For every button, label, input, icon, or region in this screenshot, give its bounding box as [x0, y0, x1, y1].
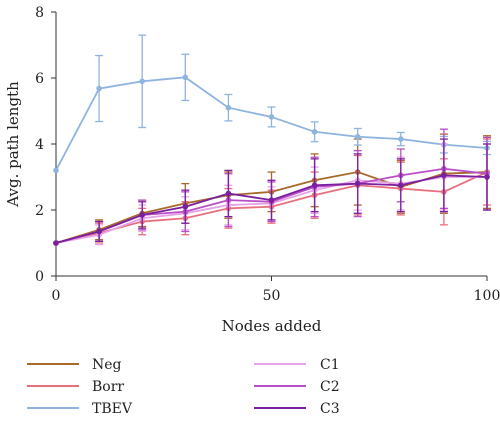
y-axis-title: Avg. path length [4, 81, 22, 208]
data-point [311, 182, 318, 189]
axes: 0 2 4 6 8 0 50 100 [35, 5, 500, 304]
data-point [225, 190, 232, 197]
data-point [96, 85, 102, 92]
data-point [182, 203, 189, 210]
data-point [225, 104, 232, 111]
legend-label: Neg [92, 357, 122, 373]
data-point [484, 174, 490, 180]
data-point [268, 114, 275, 120]
x-tick-label: 50 [263, 288, 281, 304]
data-point [139, 78, 145, 85]
data-point [354, 180, 361, 187]
data-point [182, 74, 189, 81]
x-tick-label: 0 [52, 288, 61, 304]
legend-item-tbev: TBEV [27, 401, 133, 417]
y-tick-label: 2 [35, 203, 44, 219]
legend-item-c3: C3 [254, 401, 340, 417]
legend-item-neg: Neg [27, 357, 122, 373]
x-axis-title: Nodes added [222, 317, 322, 335]
legend-item-c2: C2 [254, 379, 340, 395]
y-tick-label: 4 [35, 137, 44, 153]
data-point [311, 128, 318, 135]
legend-item-c1: C1 [254, 357, 340, 373]
series-tbev [53, 34, 491, 174]
legend-label: TBEV [92, 401, 133, 417]
legend-label: Borr [92, 379, 124, 395]
data-point [398, 136, 404, 142]
legend-label: C3 [320, 401, 340, 417]
series-c3 [53, 138, 491, 246]
x-tick-label: 100 [474, 288, 500, 304]
legend-label: C2 [320, 379, 340, 395]
series-layer [53, 34, 491, 246]
data-point [268, 197, 275, 203]
data-point [139, 212, 145, 218]
data-point [96, 228, 102, 235]
legend: Neg Borr TBEV C1 C2 C3 [27, 357, 340, 417]
data-point [53, 167, 59, 174]
legend-item-borr: Borr [27, 379, 124, 395]
legend-label: C1 [320, 357, 340, 373]
data-point [53, 240, 59, 246]
data-point [398, 182, 404, 189]
y-tick-label: 6 [35, 71, 44, 87]
y-tick-label: 0 [35, 269, 44, 285]
data-point [441, 172, 447, 179]
data-point [354, 133, 361, 140]
y-tick-label: 8 [35, 5, 44, 21]
